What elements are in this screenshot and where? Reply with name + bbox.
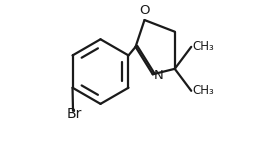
Text: CH₃: CH₃ [193,40,214,53]
Text: CH₃: CH₃ [193,84,214,97]
Text: Br: Br [67,107,82,121]
Text: O: O [139,4,150,17]
Text: N: N [154,69,164,81]
